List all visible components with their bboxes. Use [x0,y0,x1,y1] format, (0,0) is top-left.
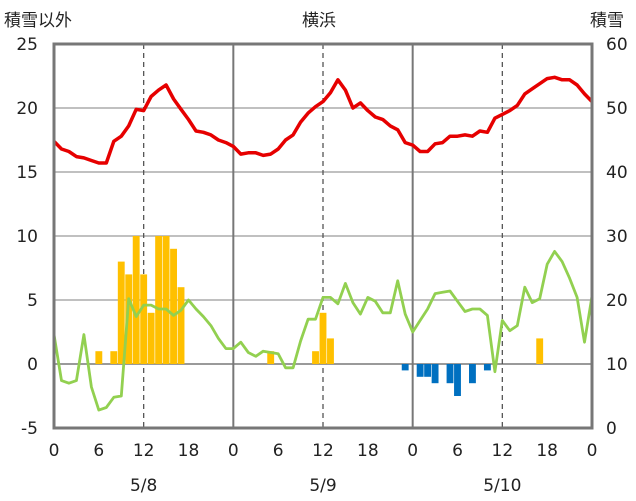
x-tick-label: 0 [587,441,598,461]
bars [95,236,544,396]
y-left-tick-label: -5 [21,419,38,439]
x-tick-label: 0 [407,441,418,461]
bar [147,312,155,364]
bar [177,287,185,364]
date-label: 5/8 [130,476,157,496]
series-lines [52,75,594,412]
chart-title: 横浜 [302,11,336,31]
y-left-tick-label: 10 [16,227,38,247]
x-tick-label: 12 [492,441,514,461]
plot-frame [52,42,594,430]
series-line [52,249,594,412]
bar [117,261,125,364]
x-tick-label: 6 [452,441,463,461]
bar [454,364,461,396]
x-tick-label: 18 [178,441,200,461]
bar [162,236,170,364]
y-right-tick-label: 60 [606,35,628,55]
y-left-tick-label: 5 [27,291,38,311]
x-tick-label: 18 [536,441,558,461]
bar [401,364,409,371]
y-right-tick-label: 0 [606,419,617,439]
bar [319,312,327,364]
bar [140,274,148,364]
bar [431,364,439,384]
y-left-tick-label: 25 [16,35,38,55]
series-line [52,75,594,165]
y-left-tick-label: 15 [16,163,38,183]
bar [312,351,319,364]
date-label: 5/10 [483,476,521,496]
bar [110,351,118,364]
y-right-tick-label: 10 [606,355,628,375]
x-tick-label: 18 [357,441,379,461]
right-axis-title: 積雪 [590,11,624,31]
bar [327,338,334,364]
x-tick-label: 12 [312,441,334,461]
bar [125,274,133,364]
y-right-tick-label: 30 [606,227,628,247]
bar [483,364,491,371]
bar [155,236,163,364]
bar [416,364,424,377]
y-left-tick-label: 0 [27,355,38,375]
x-tick-label: 6 [93,441,104,461]
bar [536,338,544,364]
left-axis-title: 積雪以外 [4,11,72,31]
y-right-tick-label: 40 [606,163,628,183]
bar [132,236,140,364]
x-tick-label: 6 [273,441,284,461]
x-tick-label: 12 [133,441,155,461]
bar [95,351,103,364]
x-tick-label: 0 [228,441,239,461]
y-right-tick-label: 50 [606,99,628,119]
bar [267,351,275,364]
bar [469,364,476,384]
bar [446,364,454,384]
y-right-tick-label: 20 [606,291,628,311]
y-left-tick-label: 20 [16,99,38,119]
date-label: 5/9 [309,476,336,496]
bar [170,248,177,364]
x-tick-label: 0 [49,441,60,461]
bar [424,364,432,377]
